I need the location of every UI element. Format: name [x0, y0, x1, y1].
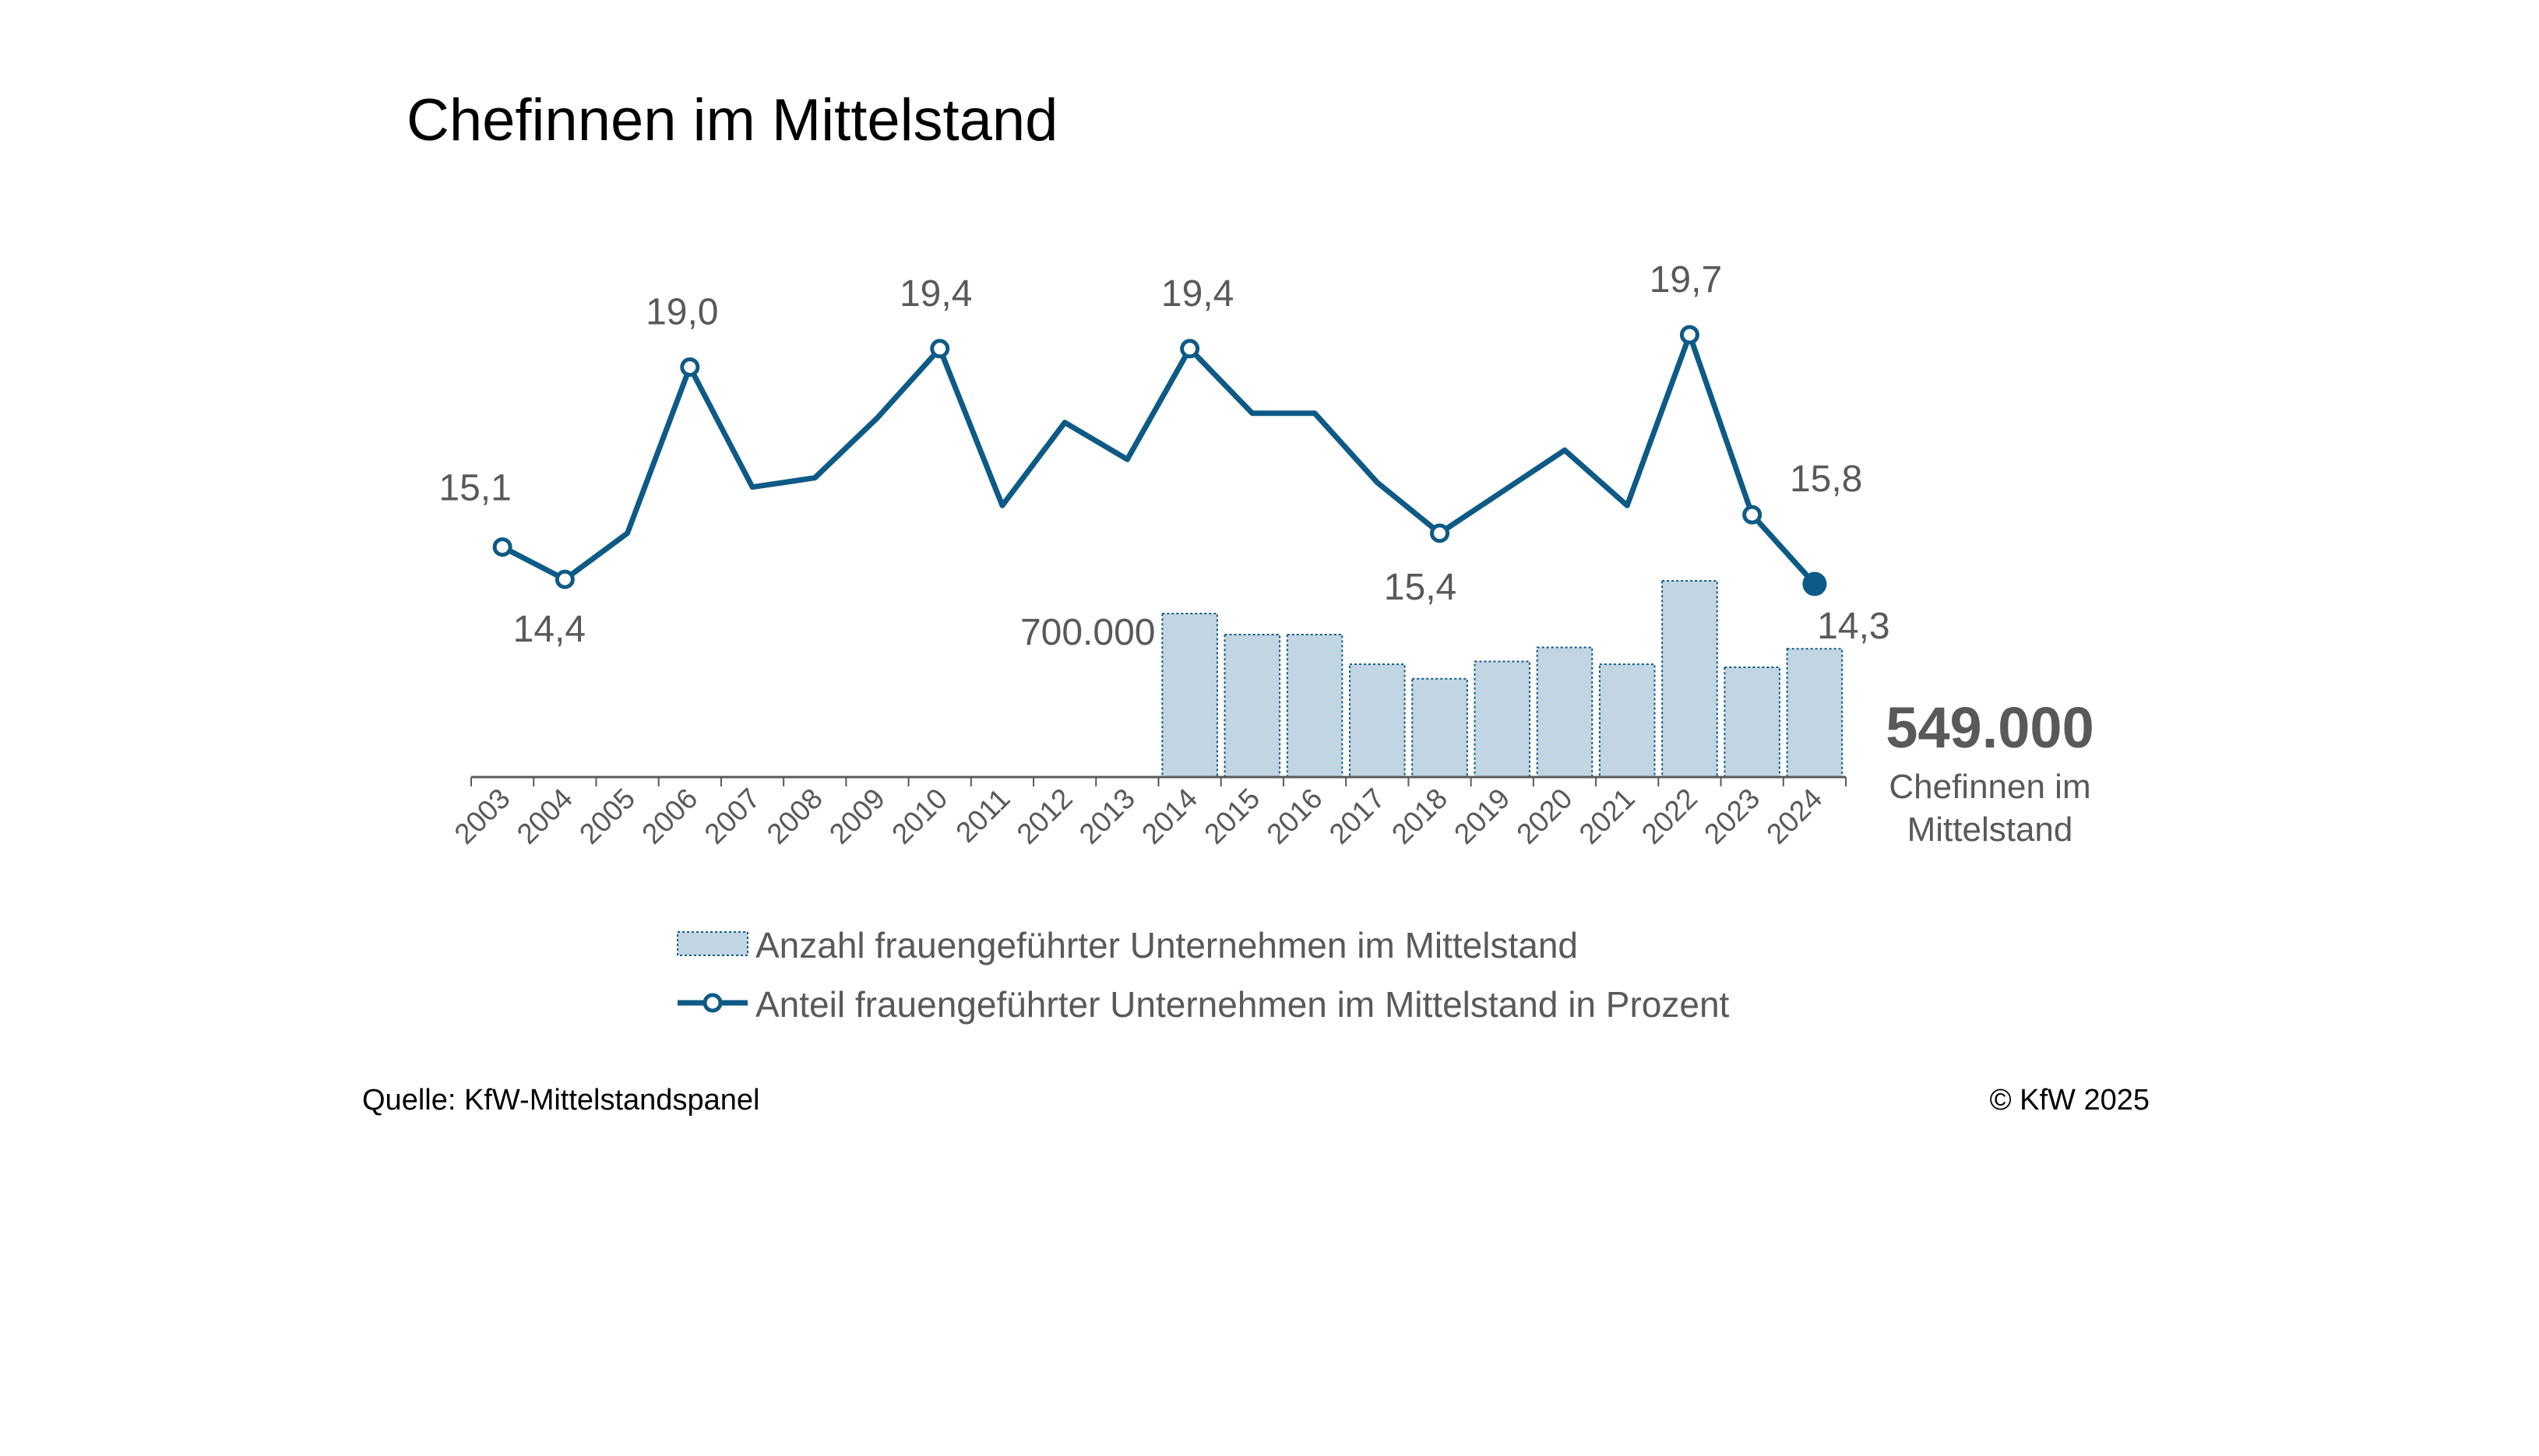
data-label-share-2014: 19,4	[1161, 273, 1234, 315]
bar-2020	[1536, 646, 1593, 778]
data-label-share-2010: 19,4	[900, 273, 972, 315]
x-tick-label-2011: 2011	[949, 783, 1016, 849]
x-tick-label-2016: 2016	[1261, 783, 1329, 850]
callout: 549.000 Chefinnen im Mittelstand	[1886, 695, 2094, 849]
legend: Anzahl frauengeführter Unternehmen im Mi…	[677, 925, 1730, 1025]
data-label-share-2006: 19,0	[646, 291, 718, 332]
x-tick-label-2006: 2006	[636, 783, 703, 850]
data-label-share-2003: 15,1	[438, 468, 511, 509]
data-label-share-2004: 14,4	[513, 609, 586, 650]
callout-line-1: Chefinnen im	[1889, 768, 2090, 806]
callout-value: 549.000	[1886, 695, 2094, 760]
x-tick-label-2014: 2014	[1136, 783, 1203, 850]
x-tick-label-2003: 2003	[449, 783, 516, 850]
line-marker-2010	[930, 339, 950, 359]
data-label-share-2023: 15,8	[1790, 459, 1862, 500]
bar-2018	[1411, 677, 1468, 779]
data-label-share-2018: 15,4	[1384, 567, 1456, 608]
x-tick-label-2018: 2018	[1386, 783, 1453, 850]
bar-2017	[1348, 663, 1406, 778]
x-tick-label-2007: 2007	[698, 783, 766, 850]
bar-2024	[1786, 648, 1844, 778]
legend-bar-label: Anzahl frauengeführter Unternehmen im Mi…	[755, 925, 1578, 965]
x-tick-label-2021: 2021	[1573, 783, 1641, 850]
line-marker-2024	[1802, 571, 1827, 596]
data-label-share-2024: 14,3	[1817, 606, 1889, 647]
line-marker-2006	[680, 357, 700, 377]
x-tick-label-2017: 2017	[1323, 783, 1391, 850]
legend-line-marker	[703, 993, 723, 1013]
bar-2022	[1661, 580, 1718, 778]
bar-series	[1161, 580, 1844, 779]
line-marker-2022	[1679, 325, 1699, 345]
copyright-note: © KfW 2025	[1990, 1084, 2150, 1117]
data-label-count-2014: 700.000	[1020, 612, 1156, 653]
line-marker-2004	[555, 569, 575, 589]
chart-title: Chefinnen im Mittelstand	[407, 87, 1058, 153]
bar-2023	[1724, 666, 1780, 778]
bar-2021	[1598, 663, 1656, 778]
data-labels: 15,1 14,4 19,0 19,4 19,4 15,4 19,7 15,8 14,3 700.…	[438, 259, 1889, 653]
legend-bar-swatch	[677, 931, 748, 956]
x-tick-label-2022: 2022	[1636, 783, 1703, 850]
data-label-share-2022: 19,7	[1650, 259, 1722, 301]
x-tick-label-2024: 2024	[1760, 783, 1828, 850]
x-tick-label-2009: 2009	[823, 783, 891, 850]
line-marker-2014	[1180, 339, 1200, 359]
line-series	[492, 325, 1827, 596]
line-path	[501, 332, 1817, 586]
source-note: Quelle: KfW-Mittelstandspanel	[362, 1084, 759, 1117]
bar-2014	[1161, 613, 1218, 778]
x-tick-label-2019: 2019	[1448, 783, 1516, 850]
line-marker-2003	[492, 537, 512, 557]
x-tick-label-2010: 2010	[886, 783, 953, 850]
x-tick-label-2004: 2004	[511, 783, 579, 850]
callout-line-2: Mittelstand	[1907, 811, 2073, 849]
x-tick-label-2020: 2020	[1510, 783, 1578, 850]
x-tick-label-2023: 2023	[1698, 783, 1766, 850]
line-marker-2018	[1430, 523, 1450, 543]
x-tick-label-2005: 2005	[573, 783, 641, 850]
bar-2015	[1224, 634, 1281, 778]
x-tick-label-2008: 2008	[761, 783, 829, 850]
bar-2016	[1286, 634, 1343, 778]
legend-line-label: Anteil frauengeführter Unternehmen im Mi…	[755, 984, 1730, 1025]
bar-2019	[1474, 660, 1531, 778]
x-tick-label-2012: 2012	[1011, 783, 1079, 850]
x-tick-label-2015: 2015	[1198, 783, 1266, 850]
x-axis-ticks: 2003200420052006200720082009201020112012…	[449, 777, 1847, 850]
x-tick-label-2013: 2013	[1073, 783, 1141, 850]
line-marker-2023	[1742, 505, 1763, 525]
